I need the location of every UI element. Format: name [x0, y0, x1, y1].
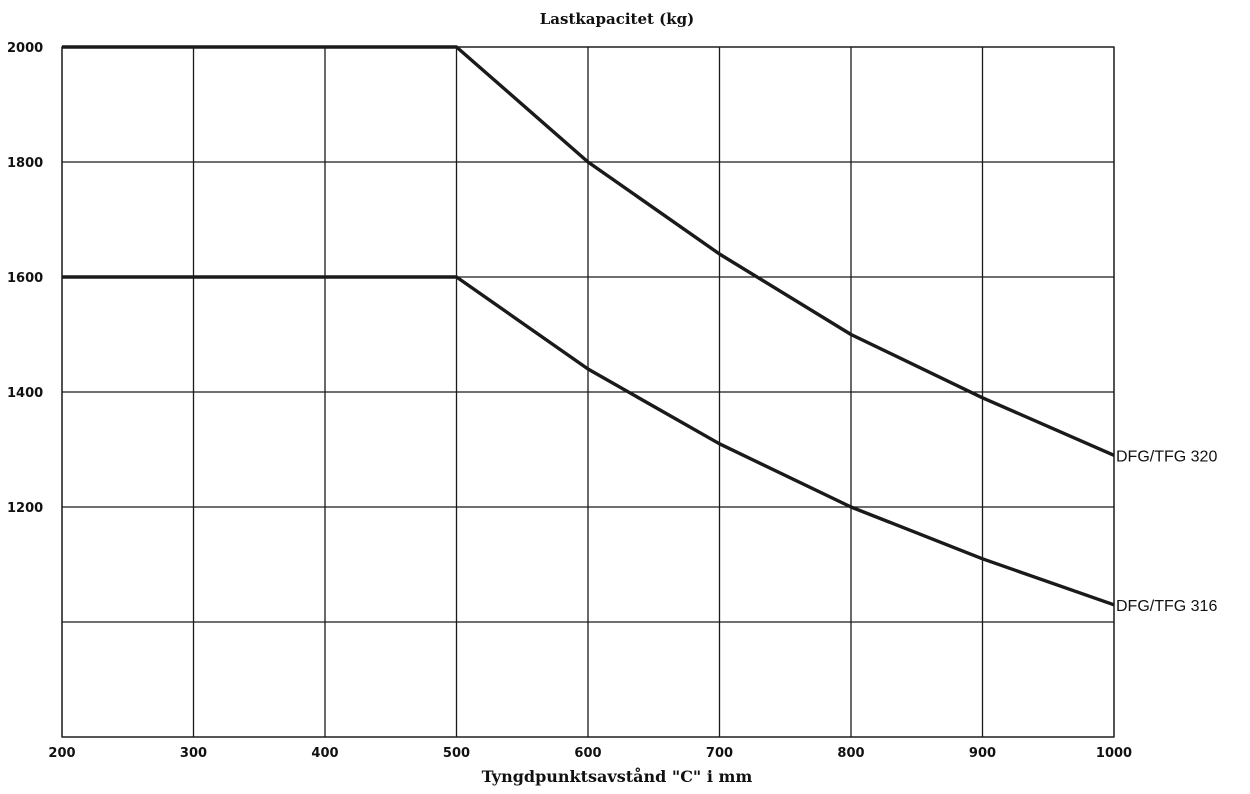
series-line-1: [62, 45, 1115, 457]
x-tick-label: 200: [48, 746, 75, 761]
plot-frame: [61, 46, 1115, 738]
x-tick-label: 600: [574, 746, 601, 761]
series-line-2: [62, 275, 1115, 607]
y-axis-ticks: 1200 1400 1600 1800 2000: [7, 41, 43, 516]
x-tick-label: 800: [837, 746, 864, 761]
y-tick-label: 1600: [7, 271, 43, 286]
x-tick-label: 1000: [1096, 746, 1132, 761]
y-tick-label: 1800: [7, 156, 43, 171]
grid: [61, 46, 1115, 738]
y-tick-label: 1200: [7, 501, 43, 516]
y-tick-label: 2000: [7, 41, 43, 56]
x-axis-ticks: 200 300 400 500 600 700 800 900 1000: [48, 746, 1132, 761]
series-group: DFG/TFG 320 DFG/TFG 316: [62, 45, 1217, 615]
x-axis-label: Tyngdpunktsavstånd "C" i mm: [482, 766, 753, 786]
x-tick-label: 400: [311, 746, 338, 761]
x-tick-label: 500: [443, 746, 470, 761]
chart-title: Lastkapacitet (kg): [540, 10, 695, 28]
x-tick-label: 300: [180, 746, 207, 761]
series-label-1: DFG/TFG 320: [1116, 448, 1217, 465]
series-label-2: DFG/TFG 316: [1116, 598, 1217, 615]
y-tick-label: 1400: [7, 386, 43, 401]
x-tick-label: 700: [706, 746, 733, 761]
x-tick-label: 900: [969, 746, 996, 761]
